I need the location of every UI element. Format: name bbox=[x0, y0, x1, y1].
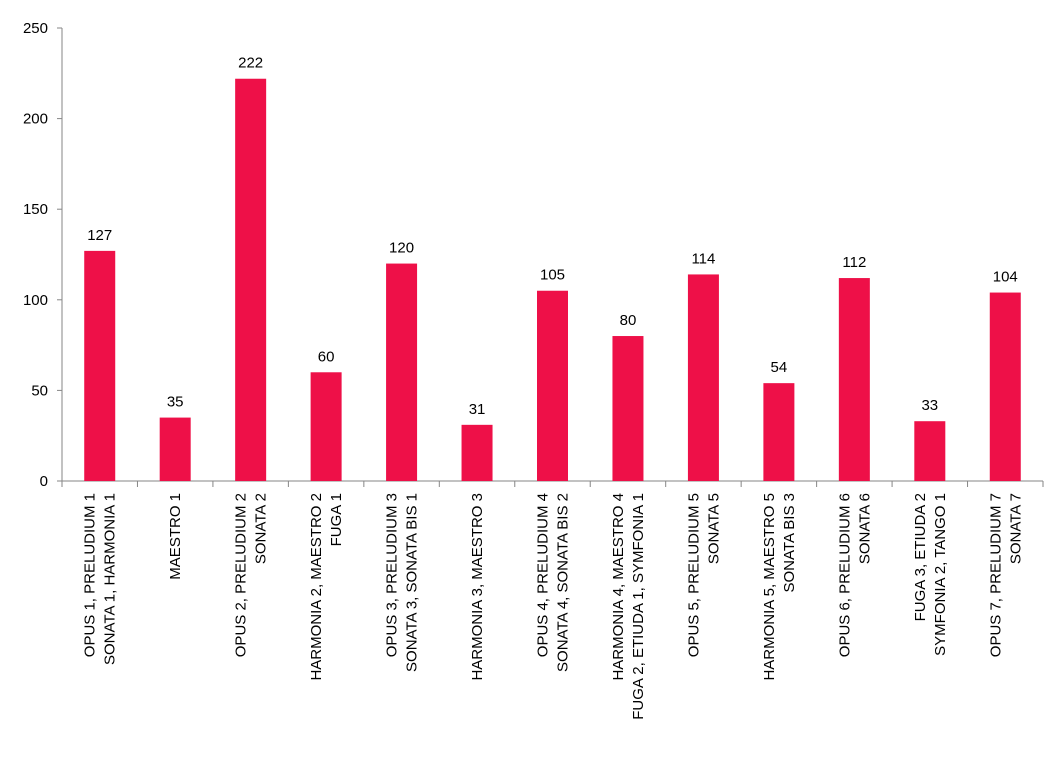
x-tick-label: SONATA 4, SONATA BIS 2 bbox=[555, 493, 572, 672]
data-label: 33 bbox=[921, 397, 938, 414]
x-tick-label: OPUS 2, PRELUDIUM 2 bbox=[233, 493, 250, 657]
bar bbox=[159, 417, 191, 481]
bar bbox=[386, 263, 418, 481]
bar bbox=[838, 278, 870, 481]
x-tick-label: SONATA 7 bbox=[1007, 493, 1024, 564]
bar bbox=[687, 274, 719, 481]
axes: 0 50 100 150 200 250 bbox=[23, 20, 1044, 490]
bar bbox=[612, 336, 644, 481]
bar bbox=[461, 424, 493, 481]
x-tick-label: FUGA 2, ETIUDA 1, SYMFONIA 1 bbox=[630, 493, 647, 720]
y-tick-label: 0 bbox=[40, 473, 48, 490]
bars bbox=[84, 78, 1021, 482]
x-tick-label: SONATA 1, HARMONIA 1 bbox=[102, 493, 119, 665]
x-tick-label: HARMONIA 4, MAESTRO 4 bbox=[610, 493, 627, 681]
data-label: 60 bbox=[318, 348, 335, 365]
labels: 127 OPUS 1, PRELUDIUM 1 SONATA 1, HARMONIA… bbox=[82, 55, 1025, 720]
x-tick-label: SONATA 6 bbox=[856, 493, 873, 564]
x-tick-label: MAESTRO 1 bbox=[167, 493, 184, 580]
y-tick-label: 200 bbox=[23, 111, 48, 128]
x-tick-label: FUGA 1 bbox=[328, 493, 345, 546]
bar bbox=[84, 250, 116, 481]
data-label: 31 bbox=[469, 401, 486, 418]
x-tick-label: OPUS 5, PRELUDIUM 5 bbox=[685, 493, 702, 657]
bar bbox=[235, 78, 267, 482]
x-tick-label: OPUS 3, PRELUDIUM 3 bbox=[384, 493, 401, 657]
x-tick-label: HARMONIA 5, MAESTRO 5 bbox=[761, 493, 778, 681]
y-tick-label: 100 bbox=[23, 292, 48, 309]
x-tick-label: OPUS 7, PRELUDIUM 7 bbox=[987, 493, 1004, 657]
bar bbox=[537, 290, 568, 481]
bar bbox=[763, 383, 795, 481]
x-tick-label: SONATA 2 bbox=[253, 493, 270, 564]
x-tick-label: OPUS 1, PRELUDIUM 1 bbox=[82, 493, 99, 657]
data-label: 105 bbox=[540, 267, 565, 284]
x-tick-label: HARMONIA 2, MAESTRO 2 bbox=[308, 493, 325, 681]
data-label: 35 bbox=[167, 394, 184, 411]
x-tick-label: SONATA 3, SONATA BIS 1 bbox=[404, 493, 421, 672]
data-label: 112 bbox=[842, 254, 866, 271]
data-label: 222 bbox=[238, 55, 263, 72]
data-label: 127 bbox=[87, 227, 112, 244]
bar bbox=[914, 421, 946, 481]
y-tick-label: 250 bbox=[23, 20, 48, 37]
x-tick-label: SONATA 5 bbox=[705, 493, 722, 564]
x-tick-label: OPUS 4, PRELUDIUM 4 bbox=[535, 493, 552, 657]
x-tick-label: SONATA BIS 3 bbox=[781, 493, 798, 592]
x-tick-label: HARMONIA 3, MAESTRO 3 bbox=[469, 493, 486, 681]
data-label: 120 bbox=[389, 240, 414, 257]
data-label: 80 bbox=[620, 312, 637, 329]
bar bbox=[989, 292, 1021, 481]
x-tick-label: SYMFONIA 2, TANGO 1 bbox=[932, 493, 949, 656]
bar bbox=[310, 372, 342, 481]
x-tick-label: FUGA 3, ETIUDA 2 bbox=[912, 493, 929, 621]
x-tick-label: OPUS 6, PRELUDIUM 6 bbox=[836, 493, 853, 657]
data-label: 104 bbox=[993, 269, 1018, 286]
data-label: 114 bbox=[691, 250, 715, 267]
y-tick-label: 150 bbox=[23, 201, 48, 218]
y-tick-label: 50 bbox=[31, 382, 48, 399]
data-label: 54 bbox=[771, 359, 788, 376]
